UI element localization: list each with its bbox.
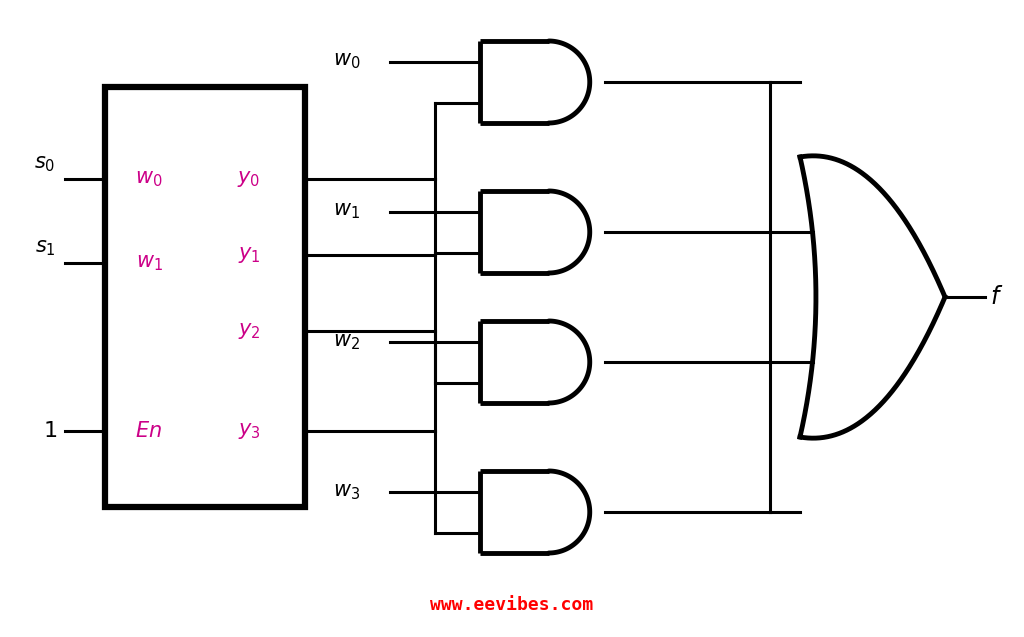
Text: $w_0$: $w_0$: [333, 52, 360, 71]
Text: $s_0$: $s_0$: [35, 154, 55, 175]
Text: $1$: $1$: [43, 422, 57, 441]
Text: $w_1$: $w_1$: [333, 201, 360, 222]
Text: $f$: $f$: [990, 285, 1004, 309]
Text: $w_3$: $w_3$: [333, 482, 360, 501]
Text: $y_1$: $y_1$: [238, 245, 260, 265]
Text: $w_0$: $w_0$: [135, 169, 163, 189]
Text: $y_0$: $y_0$: [238, 169, 261, 189]
Text: $y_2$: $y_2$: [238, 320, 260, 341]
Text: $w_2$: $w_2$: [333, 331, 360, 352]
Text: $s_1$: $s_1$: [35, 238, 55, 259]
Text: $y_3$: $y_3$: [238, 422, 260, 441]
Text: www.eevibes.com: www.eevibes.com: [430, 596, 594, 614]
Text: $En$: $En$: [135, 422, 163, 441]
Bar: [105, 87, 305, 507]
Text: $w_1$: $w_1$: [135, 254, 163, 273]
